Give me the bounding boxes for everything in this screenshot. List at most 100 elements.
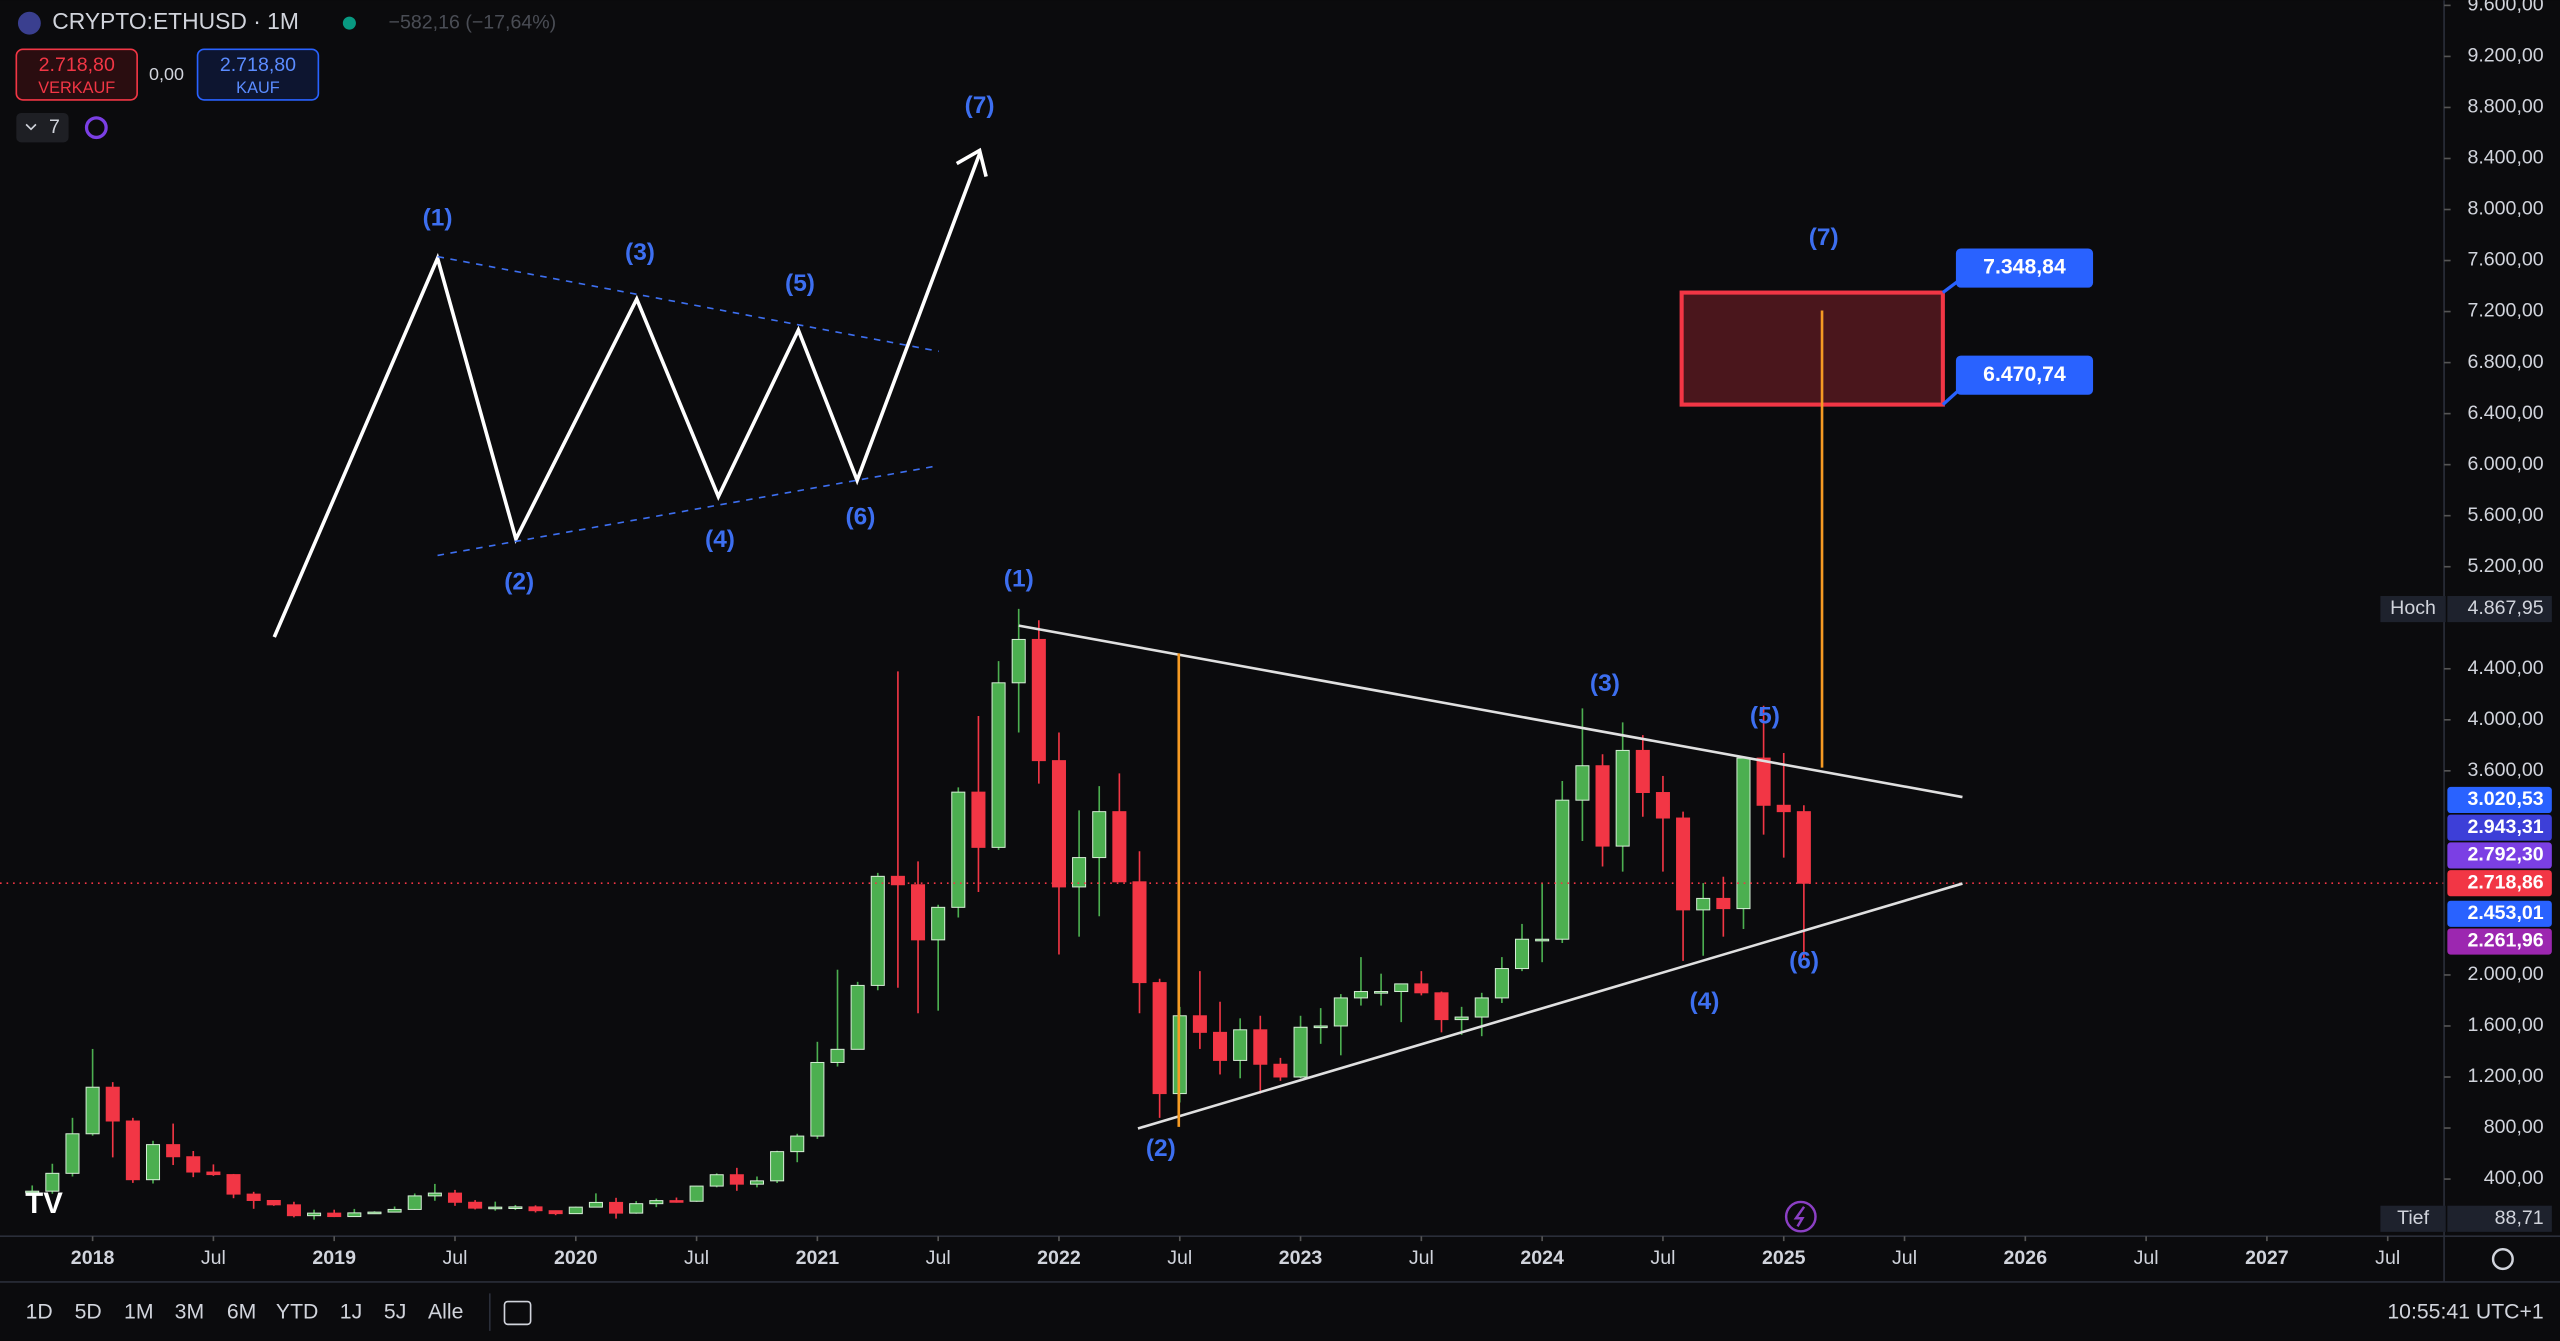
wave-label: (1) xyxy=(1004,565,1034,592)
sell-button[interactable] xyxy=(15,48,138,101)
timeframe-button[interactable]: 1D xyxy=(26,1301,53,1324)
candle-body xyxy=(1575,765,1590,801)
y-tick-label: 1.200,00 xyxy=(2467,1065,2543,1087)
timeframe-button[interactable]: 1M xyxy=(124,1301,153,1324)
candle-body xyxy=(447,1192,463,1203)
wave-label: (6) xyxy=(1789,947,1819,974)
candle-body xyxy=(528,1206,543,1212)
symbol[interactable]: CRYPTO:ETHUSD · 1M xyxy=(52,8,299,34)
candle-body xyxy=(468,1201,483,1209)
price-callout xyxy=(1955,355,2094,395)
timeframe-button[interactable]: YTD xyxy=(276,1301,318,1324)
price-tag-label: 2.261,96 xyxy=(2467,930,2543,952)
timeframe-button[interactable]: 6M xyxy=(227,1301,256,1324)
x-tick-label: 2018 xyxy=(71,1247,115,1269)
candle-body xyxy=(1313,1025,1328,1029)
indicator-count[interactable]: 7 xyxy=(49,116,60,138)
candle-body xyxy=(266,1200,281,1206)
candle-body xyxy=(991,682,1006,848)
x-tick-label: Jul xyxy=(442,1247,467,1269)
candle-body xyxy=(548,1210,563,1215)
triangle-upper xyxy=(1018,624,1963,799)
timeframe-button[interactable]: 5D xyxy=(75,1301,102,1324)
candle-body xyxy=(508,1206,523,1209)
price-tag-label: 2.792,30 xyxy=(2467,844,2543,866)
candle-body xyxy=(729,1174,744,1185)
market-status xyxy=(342,16,356,30)
price-tag xyxy=(2447,842,2552,869)
candle-body xyxy=(649,1200,664,1205)
timeframe-button[interactable]: Alle xyxy=(428,1301,463,1324)
candle-body xyxy=(609,1201,624,1214)
x-tick-label: 2025 xyxy=(1762,1247,1806,1269)
date-range-icon[interactable] xyxy=(503,1300,532,1326)
candle-body xyxy=(1776,804,1791,813)
candle-body xyxy=(327,1212,342,1218)
marker-label: 88,71 xyxy=(2495,1207,2544,1229)
candle-body xyxy=(186,1156,201,1173)
price-callout xyxy=(1955,248,2094,288)
candle-body xyxy=(810,1061,825,1137)
candle-body xyxy=(1132,881,1147,984)
candle-body xyxy=(1696,897,1711,911)
candle-body xyxy=(65,1133,80,1174)
y-tick-label: 8.400,00 xyxy=(2467,147,2543,169)
timeframe-button[interactable]: 5J xyxy=(384,1301,406,1324)
candle-body xyxy=(1213,1031,1228,1061)
candle-body xyxy=(1655,792,1670,819)
x-tick-label: Jul xyxy=(1650,1247,1675,1269)
buy-price[interactable]: 2.718,80 xyxy=(220,54,296,76)
timeframe-button[interactable]: 1J xyxy=(340,1301,362,1324)
y-tick-label: 5.600,00 xyxy=(2467,504,2543,526)
y-tick-label: 7.600,00 xyxy=(2467,249,2543,271)
candle-body xyxy=(971,791,986,848)
clock[interactable]: 10:55:41 UTC+1 xyxy=(2387,1301,2543,1324)
candle-body xyxy=(931,906,946,941)
candle-body xyxy=(1011,638,1026,684)
candle-body xyxy=(911,884,926,941)
candle-body xyxy=(629,1203,644,1214)
candle-body xyxy=(588,1201,603,1208)
event-icon[interactable] xyxy=(1784,1200,1817,1233)
candle-body xyxy=(1253,1029,1268,1065)
price-tag-label: 2.718,86 xyxy=(2467,871,2543,893)
wave-label: (7) xyxy=(965,92,995,119)
settings-icon[interactable] xyxy=(2491,1248,2514,1271)
price-tag-label: 2.453,01 xyxy=(2467,902,2543,924)
x-tick-label: Jul xyxy=(2134,1247,2159,1269)
price-tag xyxy=(2447,900,2552,927)
candle-body xyxy=(307,1212,322,1217)
indicator-icon xyxy=(84,116,108,140)
timeframe-button[interactable]: 3M xyxy=(175,1301,204,1324)
wave-label: (2) xyxy=(1146,1135,1176,1162)
spread: 0,00 xyxy=(149,64,184,84)
candle-body xyxy=(1192,1015,1207,1033)
candle-body xyxy=(1353,991,1368,999)
y-tick-label: 4.400,00 xyxy=(2467,657,2543,679)
candle-body xyxy=(1635,749,1650,794)
candle-body xyxy=(488,1206,503,1210)
candle-body xyxy=(1233,1029,1248,1061)
y-tick-label: 8.000,00 xyxy=(2467,198,2543,220)
wave-label: (2) xyxy=(504,569,534,596)
candle-body xyxy=(166,1144,181,1158)
candle-body xyxy=(1051,760,1066,888)
schematic-path xyxy=(272,153,982,638)
wave-label: (6) xyxy=(845,503,875,530)
indicators-toggle[interactable] xyxy=(16,112,69,143)
x-tick-label: Jul xyxy=(1892,1247,1917,1269)
buy-button[interactable] xyxy=(196,48,320,101)
candle-body xyxy=(387,1208,402,1213)
buy-label[interactable]: KAUF xyxy=(236,79,280,97)
candle-body xyxy=(951,791,966,908)
sell-price[interactable]: 2.718,80 xyxy=(39,54,115,76)
sell-label[interactable]: VERKAUF xyxy=(38,79,115,97)
candle-body xyxy=(1414,983,1429,994)
candle-body xyxy=(1374,991,1389,994)
symbol-icon xyxy=(17,11,41,35)
candle-body xyxy=(850,984,865,1050)
candle-body xyxy=(105,1086,120,1122)
marker-name-box xyxy=(2380,596,2446,623)
candle-body xyxy=(770,1151,785,1182)
